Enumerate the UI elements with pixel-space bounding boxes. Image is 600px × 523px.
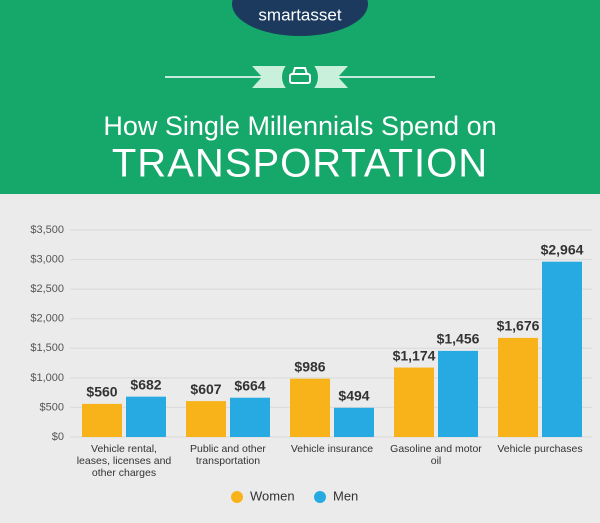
y-tick-label: $3,500 bbox=[30, 224, 64, 236]
chart-title: How Single Millennials Spend on bbox=[103, 111, 496, 141]
car-icon bbox=[289, 67, 311, 84]
legend-swatch bbox=[231, 491, 243, 503]
value-label: $607 bbox=[190, 381, 221, 397]
bar bbox=[290, 378, 330, 437]
icon-badge bbox=[282, 59, 318, 95]
logo-badge bbox=[232, 0, 368, 36]
x-tick-label: Gasoline and motor oil bbox=[390, 443, 482, 467]
value-label: $986 bbox=[294, 358, 325, 374]
value-label: $1,676 bbox=[497, 318, 540, 334]
x-tick-label: Vehicle purchases bbox=[497, 443, 583, 455]
bar bbox=[394, 367, 434, 437]
x-tick-label: Vehicle rental, leases, licenses and oth… bbox=[76, 443, 172, 479]
y-tick-label: $1,000 bbox=[30, 372, 64, 384]
value-label: $494 bbox=[338, 387, 369, 403]
logo: smartasset bbox=[258, 5, 341, 24]
y-tick-label: $0 bbox=[52, 431, 64, 443]
y-tick-label: $500 bbox=[40, 401, 64, 413]
x-tick-label: Vehicle insurance bbox=[290, 443, 374, 455]
y-tick-label: $1,500 bbox=[30, 342, 64, 354]
y-tick-label: $2,000 bbox=[30, 313, 64, 325]
bar bbox=[334, 407, 374, 437]
x-tick-label: Public and other transportation bbox=[190, 443, 266, 467]
bar bbox=[126, 396, 166, 437]
value-label: $682 bbox=[130, 376, 161, 392]
value-label: $664 bbox=[234, 377, 265, 393]
bar bbox=[186, 401, 226, 437]
y-tick-label: $2,500 bbox=[30, 283, 64, 295]
legend-swatch bbox=[314, 491, 326, 503]
value-label: $1,174 bbox=[393, 347, 436, 363]
y-tick-label: $3,000 bbox=[30, 253, 64, 265]
bar bbox=[438, 350, 478, 437]
legend-label: Men bbox=[333, 488, 358, 503]
bar bbox=[230, 397, 270, 437]
chart-subtitle: TRANSPORTATION bbox=[112, 142, 488, 186]
bar bbox=[82, 403, 122, 437]
value-label: $560 bbox=[86, 384, 117, 400]
bar bbox=[498, 337, 538, 437]
value-label: $1,456 bbox=[437, 331, 480, 347]
bar bbox=[542, 261, 582, 437]
value-label: $2,964 bbox=[541, 241, 584, 257]
legend-label: Women bbox=[250, 488, 295, 503]
